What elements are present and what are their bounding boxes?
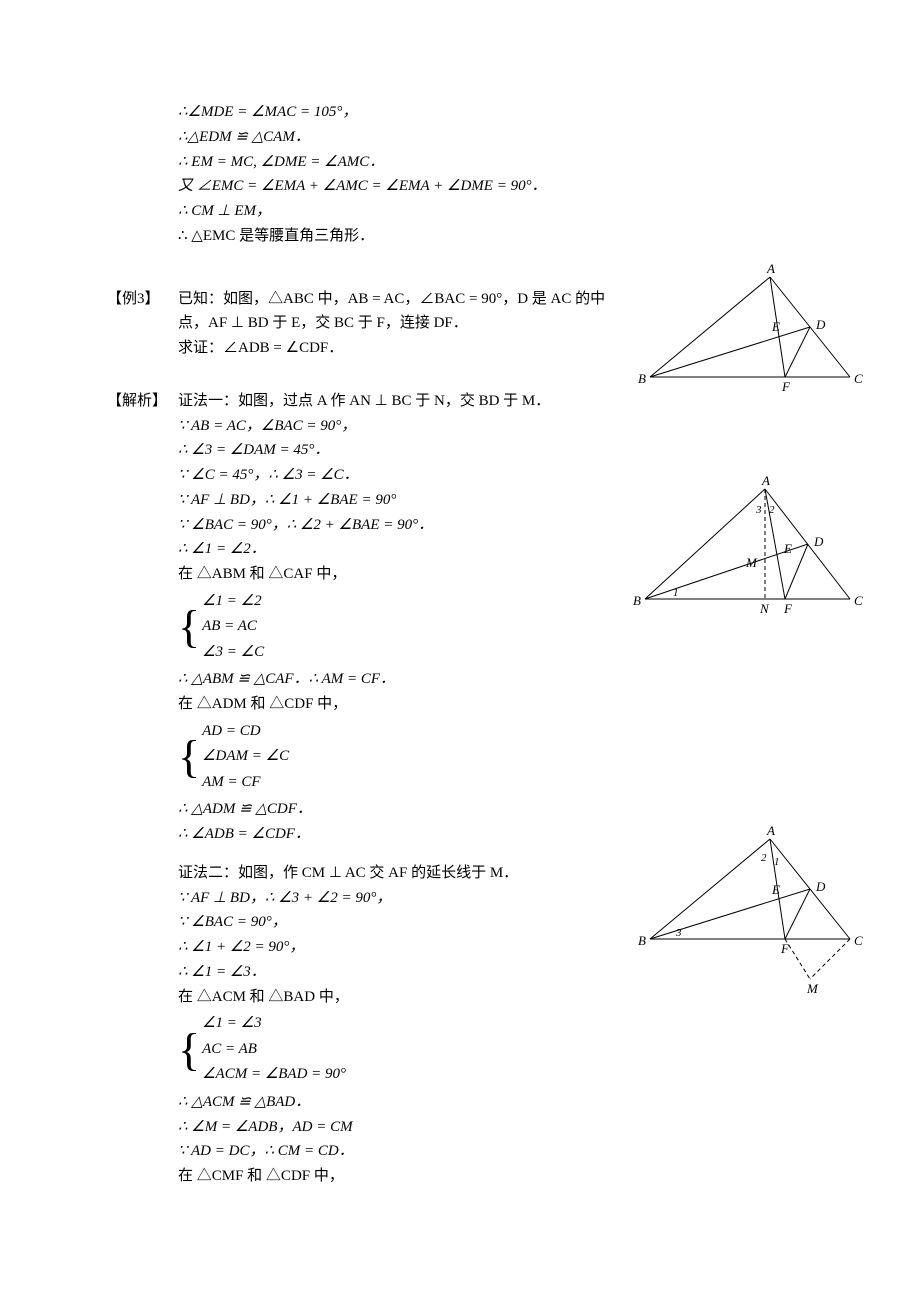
solution-label: 【解析】 <box>107 389 167 410</box>
svg-text:B: B <box>638 371 646 386</box>
m2-brace1: { ∠1 = ∠3 AC = AB ∠ACM = ∠BAD = 90° <box>178 1011 860 1088</box>
intro-l6: ∴ △EMC 是等腰直角三角形． <box>178 224 860 249</box>
m2-b3: ∠ACM = ∠BAD = 90° <box>202 1062 346 1088</box>
intro-l4: 又 ∠EMC = ∠EMA + ∠AMC = ∠EMA + ∠DME = 90°… <box>178 174 860 199</box>
m2-b2: AC = AB <box>202 1037 346 1063</box>
m2-l6: ∴ △ACM ≌ △BAD． <box>178 1090 860 1115</box>
svg-text:F: F <box>780 941 790 956</box>
intro-block: ∴∠MDE = ∠MAC = 105°， ∴△EDM ≌ △CAM． ∴ EM … <box>110 100 860 249</box>
solution-block: 【解析】 证法一：如图，过点 A 作 AN ⊥ BC 于 N，交 BD 于 M．… <box>110 389 860 1189</box>
m1-l8: ∴ △ABM ≌ △CAF．∴ AM = CF． <box>178 667 860 692</box>
svg-text:N: N <box>759 601 770 616</box>
svg-text:C: C <box>854 593 863 608</box>
m1-l2: ∴ ∠3 = ∠DAM = 45°． <box>178 438 860 463</box>
m2-b1: ∠1 = ∠3 <box>202 1011 346 1037</box>
svg-text:B: B <box>633 593 641 608</box>
figure-3-svg: ABCDFEM213 <box>650 839 870 1004</box>
m1-c3: AM = CF <box>202 770 289 796</box>
figure-2: ABCDFNEM321 <box>645 489 870 629</box>
m1-l3: ∵ ∠C = 45°，∴ ∠3 = ∠C． <box>178 463 860 488</box>
brace-icon: { <box>178 719 202 796</box>
intro-l5: ∴ CM ⊥ EM， <box>178 199 860 224</box>
m1-b2: AB = AC <box>202 614 264 640</box>
figure-2-svg: ABCDFNEM321 <box>645 489 870 624</box>
intro-l1: ∴∠MDE = ∠MAC = 105°， <box>178 100 860 125</box>
brace-icon: { <box>178 1011 202 1088</box>
intro-l3: ∴ EM = MC, ∠DME = ∠AMC． <box>178 150 860 175</box>
m1-c1: AD = CD <box>202 719 289 745</box>
m1-b3: ∠3 = ∠C <box>202 640 264 666</box>
svg-text:1: 1 <box>673 587 679 599</box>
svg-text:E: E <box>771 882 780 897</box>
m1-b1: ∠1 = ∠2 <box>202 589 264 615</box>
m2-l7: ∴ ∠M = ∠ADB，AD = CM <box>178 1115 860 1140</box>
m1-brace2: { AD = CD ∠DAM = ∠C AM = CF <box>178 719 860 796</box>
m2-l8: ∵ AD = DC，∴ CM = CD． <box>178 1139 860 1164</box>
brace-icon: { <box>178 589 202 666</box>
svg-text:3: 3 <box>755 504 762 516</box>
example3-label: 【例3】 <box>107 287 160 308</box>
m1-l10: ∴ △ADM ≌ △CDF． <box>178 797 860 822</box>
svg-text:C: C <box>854 933 863 948</box>
figure-1: ABCDFE <box>650 277 870 402</box>
svg-text:E: E <box>783 541 792 556</box>
m1-l9: 在 △ADM 和 △CDF 中， <box>178 692 860 717</box>
figure-1-svg: ABCDFE <box>650 277 870 397</box>
figure-3: ABCDFEM213 <box>650 839 870 1009</box>
svg-text:D: D <box>815 879 826 894</box>
svg-text:3: 3 <box>675 927 682 939</box>
m1-c2: ∠DAM = ∠C <box>202 744 289 770</box>
example3-block: 【例3】 已知：如图，△ABC 中，AB = AC，∠BAC = 90°，D 是… <box>110 287 860 361</box>
svg-text:F: F <box>783 601 793 616</box>
m1-head: 证法一：如图，过点 A 作 AN ⊥ BC 于 N，交 BD 于 M． <box>178 389 860 414</box>
intro-l2: ∴△EDM ≌ △CAM． <box>178 125 860 150</box>
svg-text:2: 2 <box>761 852 767 864</box>
svg-text:E: E <box>771 319 780 334</box>
m1-l1: ∵ AB = AC，∠BAC = 90°， <box>178 414 860 439</box>
svg-text:D: D <box>815 317 826 332</box>
svg-text:A: A <box>766 823 775 838</box>
svg-text:1: 1 <box>774 856 780 868</box>
svg-text:D: D <box>813 534 824 549</box>
svg-text:2: 2 <box>769 504 775 516</box>
svg-text:B: B <box>638 933 646 948</box>
m2-l9: 在 △CMF 和 △CDF 中， <box>178 1164 860 1189</box>
svg-text:A: A <box>761 473 770 488</box>
svg-text:A: A <box>766 261 775 276</box>
page: ∴∠MDE = ∠MAC = 105°， ∴△EDM ≌ △CAM． ∴ EM … <box>0 0 920 1277</box>
svg-text:M: M <box>806 981 819 996</box>
svg-text:M: M <box>745 555 758 570</box>
svg-text:C: C <box>854 371 863 386</box>
intro-content: ∴∠MDE = ∠MAC = 105°， ∴△EDM ≌ △CAM． ∴ EM … <box>178 100 860 249</box>
